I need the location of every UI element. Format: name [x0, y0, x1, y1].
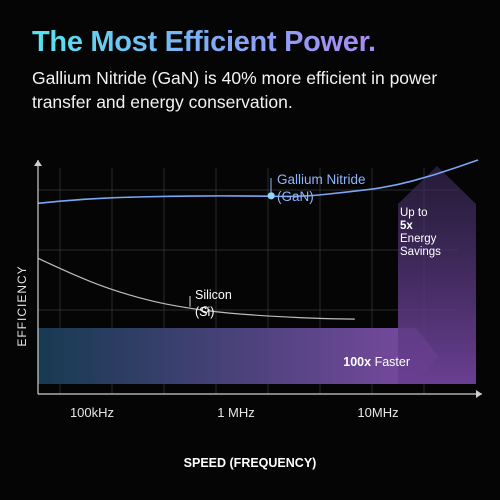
energy-savings-label: 5x	[400, 220, 413, 232]
x-axis-arrow	[476, 390, 482, 398]
faster-label-bold: 100x	[343, 355, 371, 369]
energy-savings-arrow	[398, 166, 476, 384]
x-tick-label: 100kHz	[70, 405, 114, 420]
faster-arrow	[38, 328, 438, 384]
page-title: The Most Efficient Power.	[32, 26, 376, 58]
y-axis-label: EFFICIENCY	[15, 265, 29, 346]
faster-label: 100x Faster	[343, 355, 410, 369]
y-axis-arrow	[34, 160, 42, 166]
silicon-series-line	[37, 257, 355, 320]
page-subtitle: Gallium Nitride (GaN) is 40% more effici…	[32, 68, 438, 112]
energy-savings-label: Up to	[400, 207, 428, 219]
x-tick-label: 10MHz	[357, 405, 398, 420]
silicon-label: Silicon	[195, 288, 232, 302]
gan-label: (GaN)	[277, 189, 314, 204]
silicon-label: (Si)	[195, 305, 214, 319]
faster-label-rest: Faster	[371, 355, 410, 369]
gan-label: Gallium Nitride	[277, 172, 366, 187]
chart-labels: 100kHz 1 MHz 10MHz SPEED (FREQUENCY) EFFICIE…	[15, 172, 441, 470]
gan-marker	[267, 192, 275, 200]
silicon-marker	[201, 306, 209, 314]
energy-savings-label: Energy	[400, 233, 437, 245]
gan-series-line	[37, 159, 479, 205]
x-tick-label: 1 MHz	[217, 405, 255, 420]
energy-savings-label: Savings	[400, 246, 441, 258]
axes	[34, 160, 482, 398]
x-axis-label: SPEED (FREQUENCY)	[184, 456, 317, 470]
series-lines	[37, 159, 479, 320]
arrow-shapes	[38, 166, 476, 384]
